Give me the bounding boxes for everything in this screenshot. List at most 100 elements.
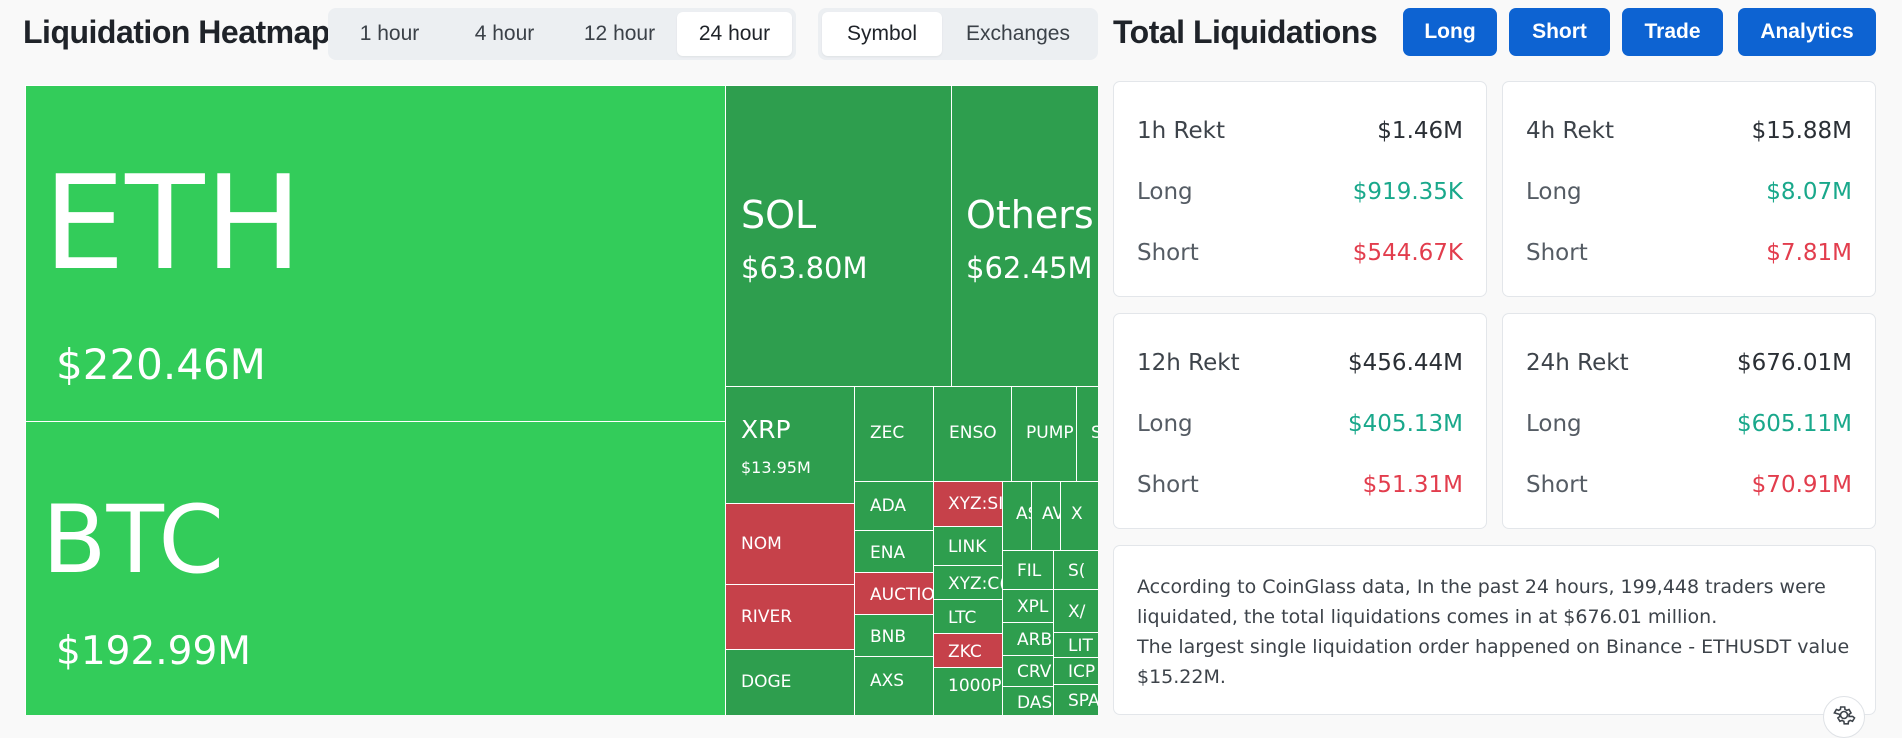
tile-symbol: ARB	[1017, 630, 1053, 650]
tile-1000p[interactable]: 1000P	[933, 667, 1003, 715]
card-long-row: Long $405.13M	[1137, 411, 1463, 437]
tile-symbol: SOL	[741, 193, 817, 237]
tile-symbol: X/	[1068, 602, 1086, 622]
card-long-row: Long $605.11M	[1526, 411, 1852, 437]
tile-symbol: ZEC	[870, 423, 905, 443]
tile-axs[interactable]: AXS	[854, 656, 934, 715]
tab-1-hour[interactable]: 1 hour	[359, 22, 420, 45]
rekt-card-4h: 4h Rekt $15.88M Long $8.07M Short $7.81M	[1502, 81, 1876, 297]
settings-button[interactable]	[1823, 696, 1865, 738]
rekt-card-24h: 24h Rekt $676.01M Long $605.11M Short $7…	[1502, 313, 1876, 529]
short-label: Short	[1526, 472, 1588, 498]
card-title: 12h Rekt	[1137, 350, 1240, 376]
long-button[interactable]: Long	[1403, 8, 1497, 56]
tile-doge[interactable]: DOGE	[725, 649, 855, 715]
tile-symbol: XYZ:SI	[948, 494, 1003, 514]
tile-as[interactable]: AS	[1002, 481, 1032, 551]
tile-das[interactable]: DAS	[1002, 686, 1054, 715]
liquidation-treemap: ETH $220.46M BTC $192.99M SOL $63.80M Ot…	[25, 85, 1098, 715]
tab-exchanges[interactable]: Exchanges	[966, 22, 1070, 45]
tile-sol[interactable]: SOL $63.80M	[725, 85, 952, 387]
liquidation-summary: According to CoinGlass data, In the past…	[1113, 545, 1876, 715]
tile-xpl[interactable]: XPL	[1002, 589, 1054, 623]
tile-xrp[interactable]: XRP $13.95M	[725, 386, 855, 504]
short-value: $70.91M	[1751, 472, 1852, 498]
tile-river[interactable]: RIVER	[725, 584, 855, 650]
tile-lit[interactable]: LIT	[1053, 632, 1098, 658]
tile-bnb[interactable]: BNB	[854, 614, 934, 657]
tile-crv[interactable]: CRV	[1002, 655, 1054, 687]
tile-eth[interactable]: ETH $220.46M	[25, 85, 726, 422]
tile-pump[interactable]: PUMP	[1011, 386, 1077, 482]
tile-arb[interactable]: ARB	[1002, 622, 1054, 656]
tab-12-hour[interactable]: 12 hour	[583, 22, 656, 45]
card-total: $15.88M	[1751, 118, 1852, 144]
trade-button[interactable]: Trade	[1622, 8, 1723, 56]
tile-symbol: Others	[966, 193, 1094, 237]
long-value: $919.35K	[1352, 179, 1463, 205]
tile-fil[interactable]: FIL	[1002, 550, 1054, 590]
short-value: $544.67K	[1352, 240, 1463, 266]
tile-symbol: AXS	[870, 671, 905, 691]
tile-symbol: CRV	[1017, 662, 1052, 682]
tile-symbol: ICP	[1068, 662, 1096, 682]
tile-s[interactable]: S	[1076, 386, 1098, 482]
tile-spa[interactable]: SPA	[1053, 684, 1098, 715]
card-title: 24h Rekt	[1526, 350, 1629, 376]
short-value: $51.31M	[1362, 472, 1463, 498]
tile-symbol: FIL	[1017, 561, 1042, 581]
card-total: $456.44M	[1348, 350, 1463, 376]
tile-symbol: 1000P	[948, 676, 1002, 696]
card-title: 4h Rekt	[1526, 118, 1614, 144]
tile-symbol: RIVER	[741, 607, 793, 627]
tile-ada[interactable]: ADA	[854, 481, 934, 531]
tile-others[interactable]: Others $62.45M	[951, 85, 1098, 387]
long-value: $605.11M	[1737, 411, 1852, 437]
time-range-selector: 1 hour 4 hour 12 hour 24 hour	[328, 8, 796, 60]
card-short-row: Short $70.91M	[1526, 472, 1852, 498]
tile-s-2[interactable]: S(	[1053, 550, 1098, 590]
tile-link[interactable]: LINK	[933, 526, 1003, 566]
tab-4-hour[interactable]: 4 hour	[474, 22, 535, 45]
tile-ena[interactable]: ENA	[854, 530, 934, 573]
tile-xyz-si[interactable]: XYZ:SI	[933, 481, 1003, 527]
rekt-card-1h: 1h Rekt $1.46M Long $919.35K Short $544.…	[1113, 81, 1487, 297]
tile-symbol: AV	[1042, 504, 1060, 524]
long-label: Long	[1526, 411, 1582, 437]
tile-xa[interactable]: X/	[1053, 589, 1098, 633]
tile-zec[interactable]: ZEC	[854, 386, 934, 482]
tile-x[interactable]: X	[1060, 481, 1098, 551]
short-button[interactable]: Short	[1509, 8, 1610, 56]
tile-ltc[interactable]: LTC	[933, 599, 1003, 634]
tile-enso[interactable]: ENSO	[933, 386, 1012, 482]
short-label: Short	[1137, 240, 1199, 266]
tile-symbol: X	[1071, 504, 1083, 524]
tile-av[interactable]: AV	[1031, 481, 1061, 551]
tile-symbol: BTC	[42, 486, 225, 595]
tile-zkc[interactable]: ZKC	[933, 633, 1003, 668]
card-header-row: 1h Rekt $1.46M	[1137, 118, 1463, 144]
card-title: 1h Rekt	[1137, 118, 1225, 144]
page-title: Liquidation Heatmap	[23, 14, 330, 50]
card-long-row: Long $919.35K	[1137, 179, 1463, 205]
group-by-selector: Symbol Exchanges	[818, 8, 1098, 60]
card-short-row: Short $7.81M	[1526, 240, 1852, 266]
long-value: $405.13M	[1348, 411, 1463, 437]
tile-symbol: ENA	[870, 543, 906, 563]
rekt-card-12h: 12h Rekt $456.44M Long $405.13M Short $5…	[1113, 313, 1487, 529]
tile-xyz-c[interactable]: XYZ:C(	[933, 565, 1003, 600]
card-header-row: 12h Rekt $456.44M	[1137, 350, 1463, 376]
tile-value: $192.99M	[56, 629, 251, 674]
tile-symbol: XRP	[741, 415, 791, 444]
tile-symbol: ZKC	[948, 642, 982, 662]
tile-icp[interactable]: ICP	[1053, 657, 1098, 685]
tile-nom[interactable]: NOM	[725, 503, 855, 585]
tile-symbol: XYZ:C(	[948, 574, 1003, 594]
tab-24-hour[interactable]: 24 hour	[677, 12, 792, 56]
summary-line-2: The largest single liquidation order hap…	[1137, 636, 1850, 688]
tile-auction[interactable]: AUCTIO	[854, 572, 934, 615]
short-label: Short	[1137, 472, 1199, 498]
analytics-button[interactable]: Analytics	[1738, 8, 1876, 56]
tile-btc[interactable]: BTC $192.99M	[25, 421, 726, 715]
tab-symbol[interactable]: Symbol	[822, 12, 942, 56]
